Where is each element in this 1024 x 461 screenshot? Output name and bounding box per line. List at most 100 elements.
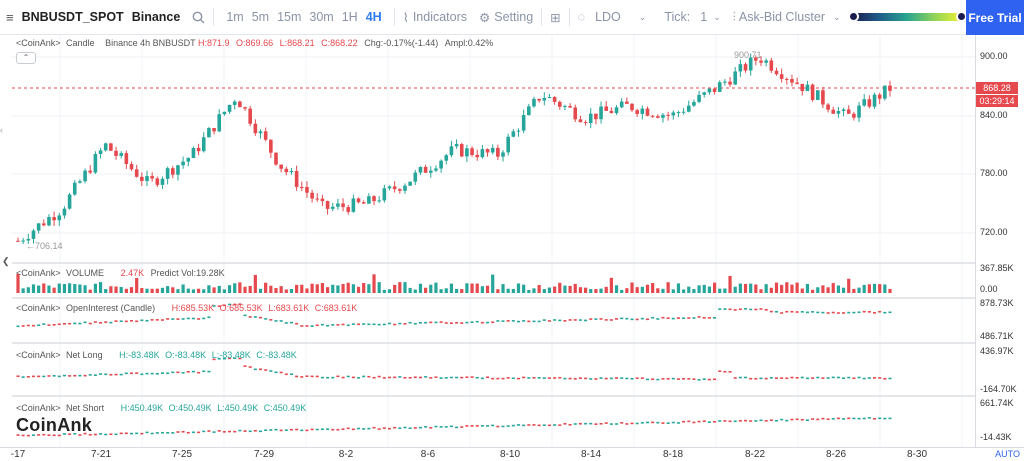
setting-button[interactable]: ⚙ Setting bbox=[473, 0, 539, 35]
indicator-mark bbox=[790, 376, 794, 379]
indicator-mark bbox=[171, 432, 175, 434]
indicator-mark bbox=[718, 420, 722, 422]
indicator-mark bbox=[26, 434, 30, 437]
indicator-mark bbox=[687, 317, 691, 319]
indicator-mark bbox=[836, 417, 840, 420]
symbol-selector[interactable]: ≡ BNBUSDT_SPOT Binance bbox=[0, 0, 186, 35]
indicator-mark bbox=[274, 320, 278, 322]
volume-bar bbox=[155, 288, 159, 293]
scroll-left-icon[interactable]: ❮ bbox=[2, 256, 10, 266]
volume-bar bbox=[140, 288, 144, 293]
indicator-mark bbox=[130, 372, 134, 375]
axis-label: -14.43K bbox=[980, 432, 1012, 442]
interval-15m[interactable]: 15m bbox=[277, 10, 302, 24]
indicator-mark bbox=[207, 316, 211, 319]
interval-5m[interactable]: 5m bbox=[251, 10, 270, 24]
volume-bar bbox=[697, 285, 701, 293]
interval-30m[interactable]: 30m bbox=[309, 10, 334, 24]
volume-bar bbox=[800, 288, 804, 293]
low-marker-value: 706.14 bbox=[35, 241, 63, 251]
indicator-mark bbox=[676, 378, 680, 380]
interval-1m[interactable]: 1m bbox=[226, 10, 244, 24]
indicator-mark bbox=[480, 425, 484, 427]
indicator-mark bbox=[852, 417, 856, 420]
indicator-mark bbox=[124, 432, 128, 435]
indicator-mark bbox=[857, 311, 861, 314]
indicator-mark bbox=[289, 321, 293, 324]
volume-bar bbox=[522, 284, 526, 293]
indicator-mark bbox=[119, 432, 123, 435]
indicators-button[interactable]: ⌇ Indicators bbox=[397, 0, 473, 35]
cluster-label: Ask-Bid Cluster bbox=[738, 10, 826, 24]
collapse-legend-button[interactable]: ⌃ bbox=[16, 52, 36, 64]
indicator-mark bbox=[372, 323, 376, 326]
indicator-mark bbox=[532, 377, 536, 379]
free-trial-button[interactable]: Free Trial bbox=[966, 0, 1024, 35]
indicator-mark bbox=[413, 376, 417, 379]
volume-bar bbox=[26, 287, 30, 293]
candle-body bbox=[795, 82, 799, 84]
candle-body bbox=[398, 189, 402, 191]
candle-body bbox=[78, 181, 82, 183]
cluster-selector[interactable]: ⫶ Ask-Bid Cluster ⌄ bbox=[727, 0, 847, 35]
axis-label: 486.71K bbox=[980, 331, 1014, 341]
scale-min-handle[interactable] bbox=[848, 11, 859, 22]
coin-overlay-selector[interactable]: ◌ LDO ⌄ bbox=[572, 0, 659, 35]
indicator-mark bbox=[305, 375, 309, 377]
heatmap-color-scale[interactable] bbox=[852, 13, 962, 21]
indicator-mark bbox=[558, 376, 562, 379]
indicator-mark bbox=[842, 377, 846, 380]
layout-button[interactable]: ⊞ bbox=[544, 0, 566, 35]
indicator-mark bbox=[449, 425, 453, 428]
indicator-mark bbox=[821, 417, 825, 420]
candle-body bbox=[367, 196, 371, 204]
candle-body bbox=[140, 176, 144, 182]
indicator-mark bbox=[186, 431, 190, 434]
indicator-mark bbox=[873, 312, 877, 314]
candle-body bbox=[485, 149, 490, 153]
indicator-mark bbox=[16, 375, 20, 378]
volume-bar bbox=[284, 289, 288, 293]
indicator-mark bbox=[326, 376, 330, 379]
indicator-mark bbox=[511, 377, 515, 380]
indicator-mark bbox=[155, 319, 159, 321]
indicator-mark bbox=[320, 376, 324, 379]
indicator-mark bbox=[522, 376, 526, 379]
interval-1h[interactable]: 1H bbox=[341, 10, 358, 24]
indicator-mark bbox=[21, 325, 25, 327]
volume-bar bbox=[609, 277, 613, 293]
candle-body bbox=[36, 223, 41, 231]
indicator-mark bbox=[119, 373, 123, 376]
volume-bar bbox=[233, 283, 237, 293]
indicator-mark bbox=[826, 377, 830, 379]
candle-body bbox=[16, 240, 20, 242]
indicator-mark bbox=[666, 317, 670, 319]
indicator-mark bbox=[486, 425, 490, 427]
indicator-mark bbox=[52, 375, 56, 377]
divider bbox=[541, 8, 543, 26]
indicator-mark bbox=[826, 312, 830, 314]
volume-bar bbox=[47, 285, 51, 293]
indicator-mark bbox=[455, 426, 459, 429]
volume-bar bbox=[676, 283, 681, 293]
auto-scale-button[interactable]: AUTO bbox=[995, 449, 1020, 459]
volume-bar bbox=[506, 288, 510, 293]
candle-body bbox=[630, 103, 634, 111]
volume-bar bbox=[769, 287, 773, 293]
interval-4h[interactable]: 4H bbox=[365, 10, 382, 24]
search-button[interactable] bbox=[186, 0, 211, 35]
indicator-mark bbox=[620, 377, 624, 379]
indicator-mark bbox=[527, 424, 531, 426]
candle-body bbox=[666, 114, 670, 116]
volume-bar bbox=[553, 286, 557, 293]
indicator-mark bbox=[470, 321, 474, 324]
axis-label: 720.00 bbox=[980, 227, 1008, 237]
indicator-mark bbox=[506, 377, 510, 379]
indicator-mark bbox=[393, 323, 397, 326]
indicator-mark bbox=[615, 423, 619, 425]
time-axis[interactable]: -17 7-21 7-25 7-29 8-2 8-6 8-10 8-14 8-18 8-22 8-2… bbox=[0, 447, 1024, 461]
tick-selector[interactable]: Tick: 1 ⌄ bbox=[658, 0, 726, 35]
candle-body bbox=[217, 114, 222, 132]
candle-body bbox=[578, 119, 583, 123]
chart-canvas[interactable] bbox=[0, 35, 975, 447]
